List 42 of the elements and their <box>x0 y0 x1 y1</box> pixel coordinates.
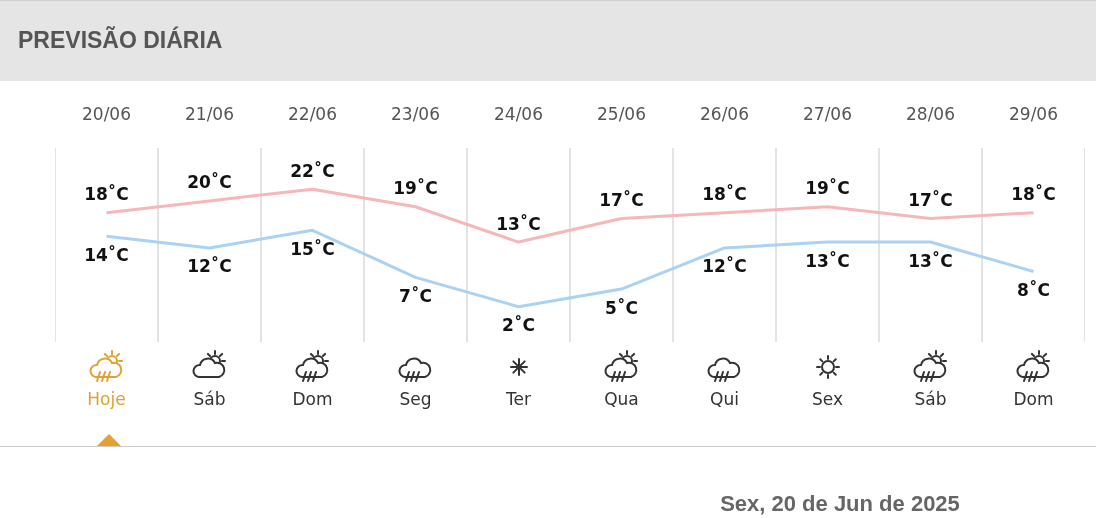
x-tick-label: 25/06 <box>597 103 646 124</box>
data-label: 12˚C <box>187 255 232 277</box>
x-tick-label: 28/06 <box>906 103 955 124</box>
chart-title: PREVISÃO DIÁRIA <box>18 27 223 54</box>
data-label: 18˚C <box>84 183 129 205</box>
text: Sex, 20 de Jun de 2025 <box>719 491 961 517</box>
data-label: 13˚C <box>908 249 953 271</box>
text: Dom <box>1012 389 1055 409</box>
text: Qua <box>603 389 640 409</box>
data-label: 12˚C <box>702 255 747 277</box>
text: Qui <box>709 389 740 409</box>
data-label: 18˚C <box>1011 183 1056 205</box>
x-tick-label: 22/06 <box>288 103 337 124</box>
x-tick-label: 23/06 <box>391 103 440 124</box>
data-label: 15˚C <box>290 237 335 259</box>
data-label: 22˚C <box>290 159 335 181</box>
text: Ter <box>505 389 532 409</box>
x-tick-label: 27/06 <box>803 103 852 124</box>
text: Hoje <box>86 389 127 409</box>
x-tick-label: 21/06 <box>185 103 234 124</box>
x-tick-label: 29/06 <box>1009 103 1058 124</box>
data-label: 13˚C <box>805 249 850 271</box>
x-tick-label: 24/06 <box>494 103 543 124</box>
data-label: 7˚C <box>399 284 432 306</box>
data-label: 14˚C <box>84 243 129 265</box>
data-label: 18˚C <box>702 183 747 205</box>
data-label: 19˚C <box>805 177 850 199</box>
text: Sáb <box>913 389 948 409</box>
data-label: 2˚C <box>502 314 535 336</box>
data-label: 17˚C <box>599 189 644 211</box>
text: Sex <box>811 389 844 409</box>
data-label: 17˚C <box>908 189 953 211</box>
x-tick-label: 20/06 <box>82 103 131 124</box>
text: Seg <box>398 389 433 409</box>
data-label: 20˚C <box>187 171 232 193</box>
data-label: 13˚C <box>496 212 541 234</box>
text: Sáb <box>192 389 227 409</box>
data-label: 5˚C <box>605 296 638 318</box>
data-label: 8˚C <box>1017 278 1050 300</box>
data-label: 19˚C <box>393 177 438 199</box>
text: Dom <box>291 389 334 409</box>
x-tick-label: 26/06 <box>700 103 749 124</box>
